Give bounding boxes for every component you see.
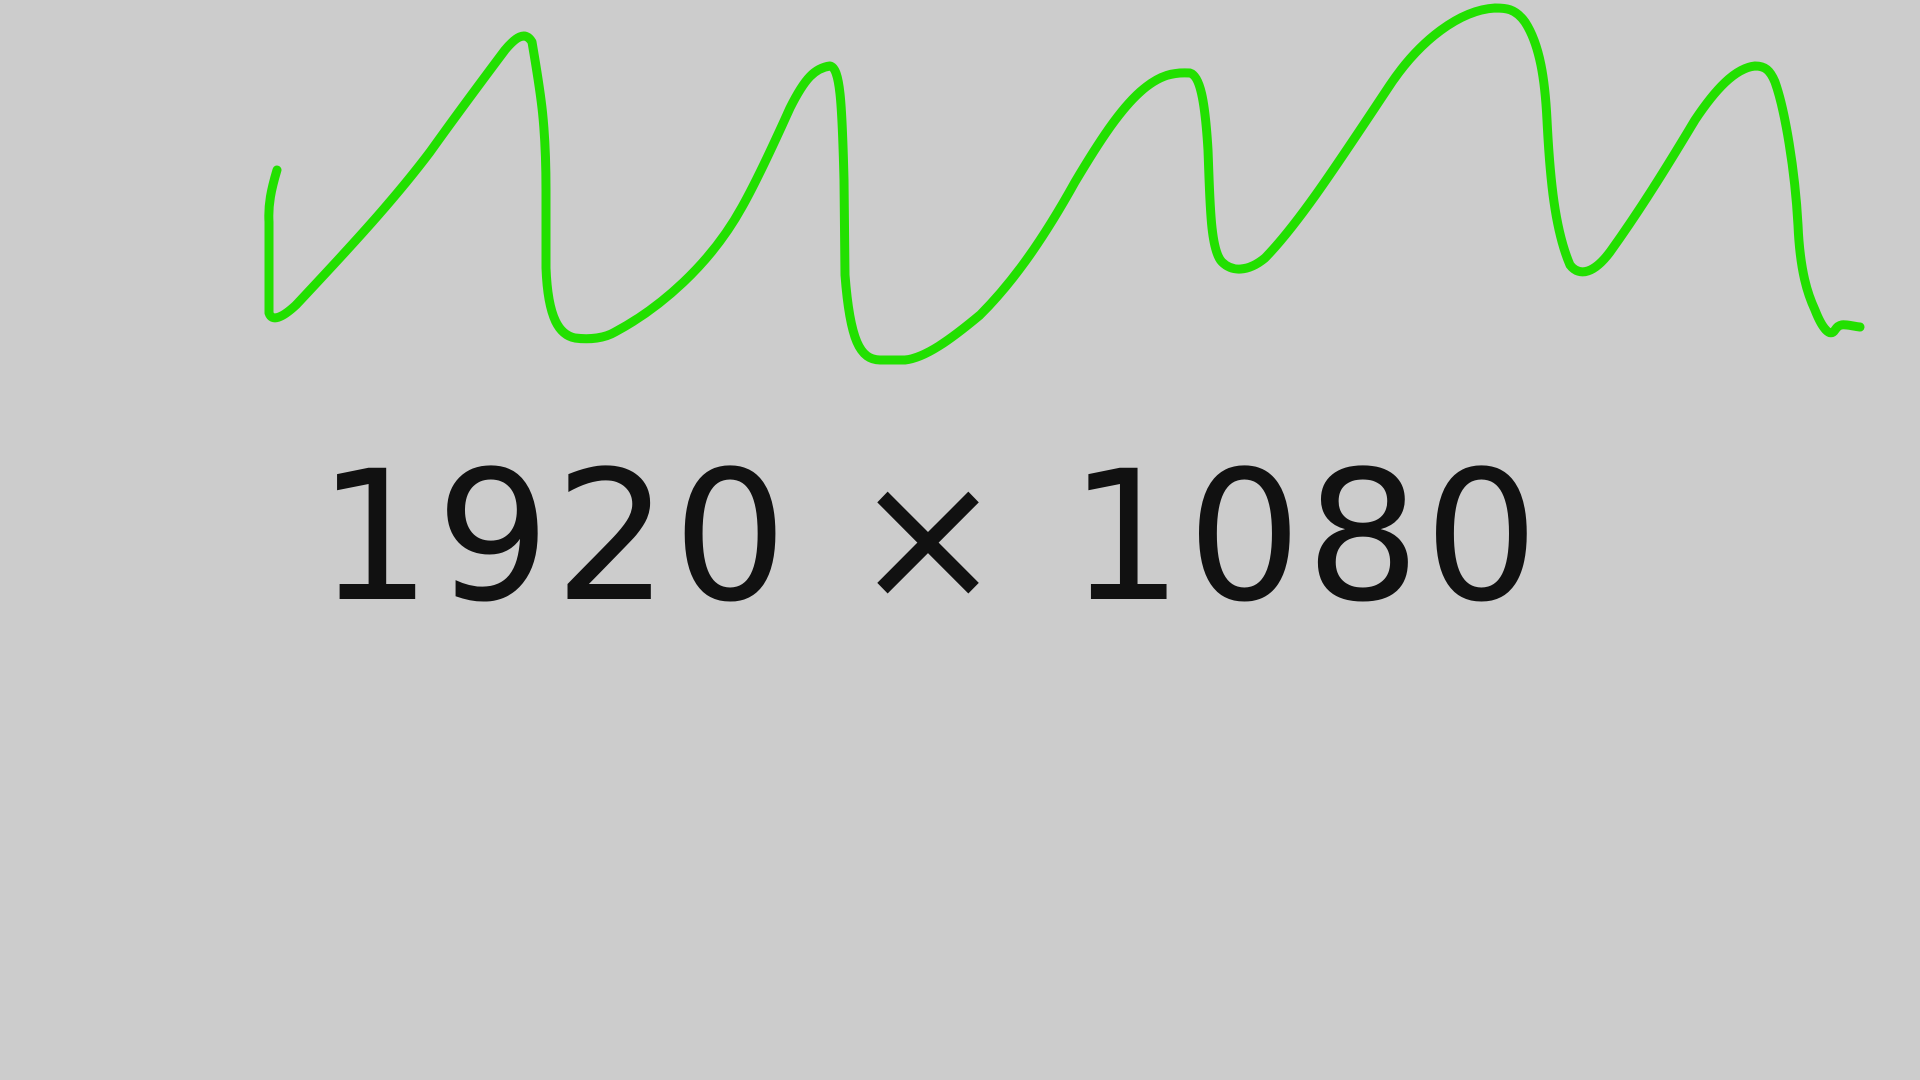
squiggle-line: [264, 3, 1865, 365]
dimension-text: 1920 × 1080: [317, 433, 1543, 642]
